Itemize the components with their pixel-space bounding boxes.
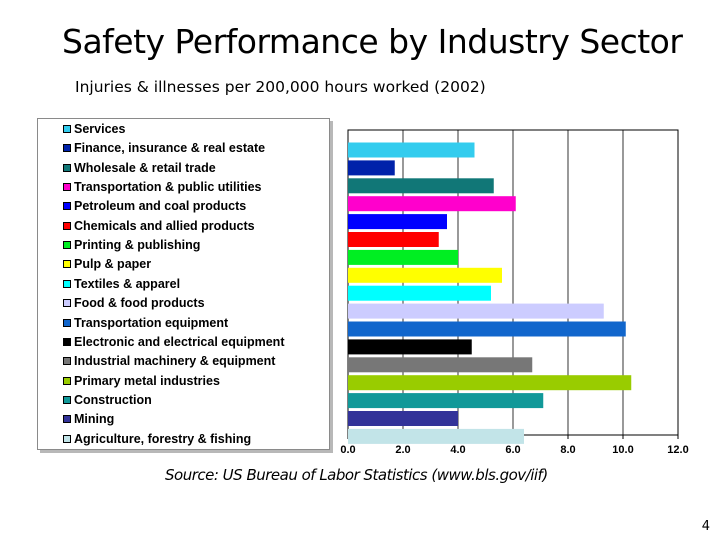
x-tick-label: 0.0 [340,444,355,456]
legend-item: Industrial machinery & equipment [63,353,276,369]
bar [348,375,632,391]
legend-item: Agriculture, forestry & fishing [63,431,252,447]
legend-swatch [63,163,71,172]
legend-item: Mining [63,411,115,427]
legend-swatch [63,395,71,404]
legend-swatch [63,415,71,424]
bar [348,178,494,194]
legend-swatch [63,337,71,346]
legend-label: Transportation & public utilities [74,180,262,195]
chart-title: Safety Performance by Industry Sector [62,22,683,61]
legend-swatch [63,202,71,211]
legend-label: Services [74,122,126,136]
legend-label: Wholesale & retail trade [74,160,216,175]
legend-swatch [63,318,71,327]
legend-item: Construction [63,392,152,408]
legend-label: Pulp & paper [74,257,152,272]
chart-subtitle: Injuries & illnesses per 200,000 hours w… [75,78,486,96]
legend-swatch [63,221,71,230]
legend-item: Petroleum and coal products [63,198,247,214]
bar [348,393,544,409]
x-tick-label: 10.0 [612,444,633,456]
chart-legend: Services Finance, insurance & real estate… [37,118,330,450]
legend-label: Industrial machinery & equipment [74,354,276,369]
legend-label: Petroleum and coal products [74,199,247,214]
legend-swatch [63,299,71,308]
bar [348,267,502,283]
legend-item: Transportation & public utilities [63,179,262,195]
legend-swatch [63,357,71,366]
x-tick-label: 6.0 [505,444,520,456]
bar [348,142,475,158]
legend-swatch [63,279,71,288]
legend-item: Chemicals and allied products [63,218,255,234]
legend-label: Mining [74,412,115,427]
legend-label: Agriculture, forestry & fishing [74,431,252,446]
legend-swatch [63,183,71,192]
legend-swatch [63,434,71,443]
legend-item: Food & food products [63,295,205,311]
legend-label: Primary metal industries [74,373,220,388]
legend-label: Chemicals and allied products [74,218,255,233]
bar [348,303,604,319]
x-tick-label: 12.0 [667,444,688,456]
legend-swatch [63,241,71,250]
legend-label: Textiles & apparel [74,276,181,291]
legend-label: Electronic and electrical equipment [74,334,285,349]
bar-chart: 0.0 2.0 4.0 6.0 8.0 10.0 12.0 [340,129,689,456]
bar [348,411,458,426]
legend-item: Transportation equipment [63,315,229,331]
legend-item: Primary metal industries [63,373,220,389]
bar [348,214,447,230]
bar [348,428,524,444]
page-number: 4 [701,519,710,534]
legend-swatch [63,260,71,269]
legend-label: Finance, insurance & real estate [74,141,266,156]
bar [348,321,626,337]
bar [348,232,439,247]
legend-item: Services [63,121,126,137]
legend-item: Textiles & apparel [63,276,181,292]
x-tick-label: 4.0 [450,444,465,456]
x-tick-label: 2.0 [395,444,410,456]
legend-label: Construction [74,392,152,407]
bar [348,339,472,355]
bar [348,357,533,373]
x-tick-label: 8.0 [560,444,575,456]
legend-label: Printing & publishing [74,238,201,253]
legend-label: Transportation equipment [74,315,229,330]
bar [348,160,395,176]
legend-swatch [63,125,71,133]
bar [348,196,516,212]
legend-swatch [63,144,71,153]
legend-item: Pulp & paper [63,256,152,272]
legend-item: Electronic and electrical equipment [63,334,285,350]
legend-item: Wholesale & retail trade [63,160,216,176]
legend-item: Finance, insurance & real estate [63,140,266,156]
bar [348,285,491,301]
legend-item: Printing & publishing [63,237,201,253]
legend-swatch [63,376,71,385]
legend-label: Food & food products [74,296,205,311]
source-citation: Source: US Bureau of Labor Statistics (w… [165,466,548,484]
bar [348,249,458,265]
